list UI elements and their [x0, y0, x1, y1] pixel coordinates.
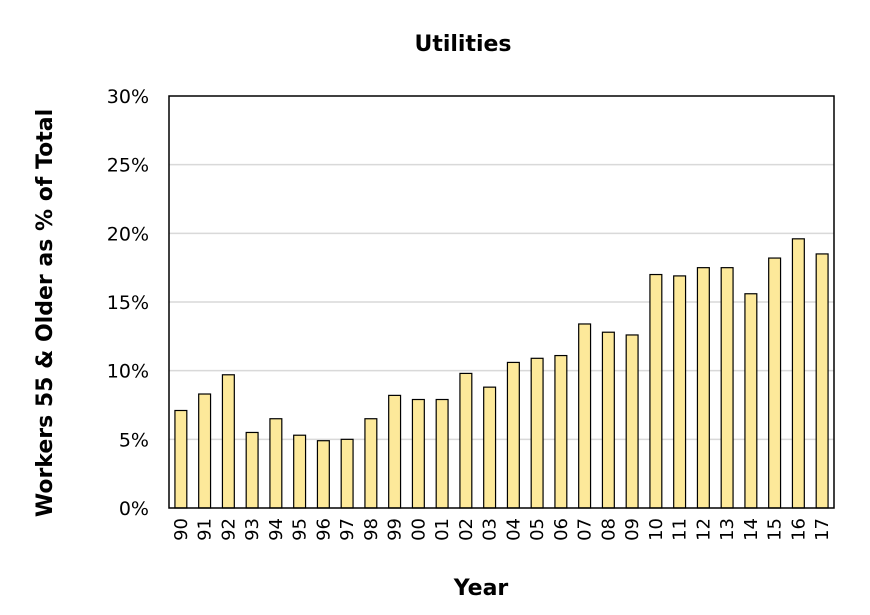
- x-tick-label: 07: [575, 518, 596, 541]
- plot-area-frame: [168, 95, 835, 509]
- x-tick-label: 96: [313, 518, 334, 541]
- x-tick-label: 06: [551, 518, 572, 541]
- x-tick-label: 90: [171, 518, 192, 541]
- bar-00: [411, 398, 425, 509]
- x-tick-label: 16: [788, 518, 809, 541]
- bar-05: [530, 357, 544, 509]
- bar-04: [506, 361, 520, 509]
- x-tick-label: 13: [717, 518, 738, 541]
- bar-01: [435, 398, 449, 509]
- x-tick-label: 14: [741, 518, 762, 541]
- y-tick-label: 10%: [107, 361, 149, 383]
- y-axis-ticks: 0% 5% 10% 15% 20% 25% 30%: [107, 86, 149, 520]
- x-tick-label: 99: [385, 518, 406, 541]
- bar-15: [768, 257, 782, 509]
- x-tick-label: 03: [480, 518, 501, 541]
- x-axis-label: Year: [453, 576, 509, 601]
- bar-13: [720, 267, 734, 509]
- x-tick-label: 09: [622, 518, 643, 541]
- bar-08: [601, 331, 615, 509]
- bar-11: [673, 275, 687, 509]
- x-tick-label: 05: [527, 518, 548, 541]
- bar-02: [459, 372, 473, 509]
- bar-99: [388, 394, 402, 509]
- bar-10: [649, 273, 663, 509]
- x-axis-ticks: 90 91 92 93 94 95 96 97 98 99 00 01 02 03 04 05 06 07 08 09…: [171, 518, 833, 541]
- x-tick-label: 12: [693, 518, 714, 541]
- bars: [174, 238, 829, 509]
- y-axis-label: Workers 55 & Older as % of Total: [33, 109, 58, 517]
- y-tick-label: 20%: [107, 223, 149, 245]
- bar-16: [791, 238, 805, 509]
- x-tick-label: 93: [242, 518, 263, 541]
- bar-09: [625, 334, 639, 509]
- x-tick-label: 95: [290, 518, 311, 541]
- x-tick-label: 94: [266, 518, 287, 541]
- bar-91: [198, 393, 212, 509]
- x-tick-label: 11: [670, 518, 691, 541]
- y-tick-label: 30%: [107, 86, 149, 108]
- x-tick-label: 04: [503, 518, 524, 541]
- x-tick-label: 91: [195, 518, 216, 541]
- bar-14: [744, 293, 758, 509]
- bar-06: [554, 354, 568, 509]
- x-tick-label: 08: [598, 518, 619, 541]
- y-tick-label: 0%: [119, 498, 149, 520]
- bar-07: [578, 323, 592, 509]
- x-tick-label: 10: [646, 518, 667, 541]
- x-tick-label: 17: [812, 518, 833, 541]
- x-tick-label: 97: [337, 518, 358, 541]
- x-tick-label: 15: [765, 518, 786, 541]
- bar-98: [364, 418, 378, 509]
- bar-90: [174, 409, 188, 509]
- bar-95: [293, 434, 307, 509]
- gridlines: [169, 163, 834, 441]
- bar-17: [815, 253, 829, 509]
- bar-93: [245, 431, 259, 509]
- bar-12: [696, 267, 710, 509]
- bar-03: [483, 386, 497, 509]
- bar-94: [269, 418, 283, 509]
- x-tick-label: 92: [218, 518, 239, 541]
- x-tick-label: 02: [456, 518, 477, 541]
- x-tick-label: 01: [432, 518, 453, 541]
- x-tick-label: 00: [408, 518, 429, 541]
- bar-97: [340, 438, 354, 509]
- bar-92: [221, 374, 235, 509]
- bar-96: [316, 440, 330, 509]
- y-tick-label: 25%: [107, 155, 149, 177]
- y-tick-label: 15%: [107, 292, 149, 314]
- chart-title: Utilities: [414, 32, 511, 57]
- y-tick-label: 5%: [119, 429, 149, 451]
- x-tick-label: 98: [361, 518, 382, 541]
